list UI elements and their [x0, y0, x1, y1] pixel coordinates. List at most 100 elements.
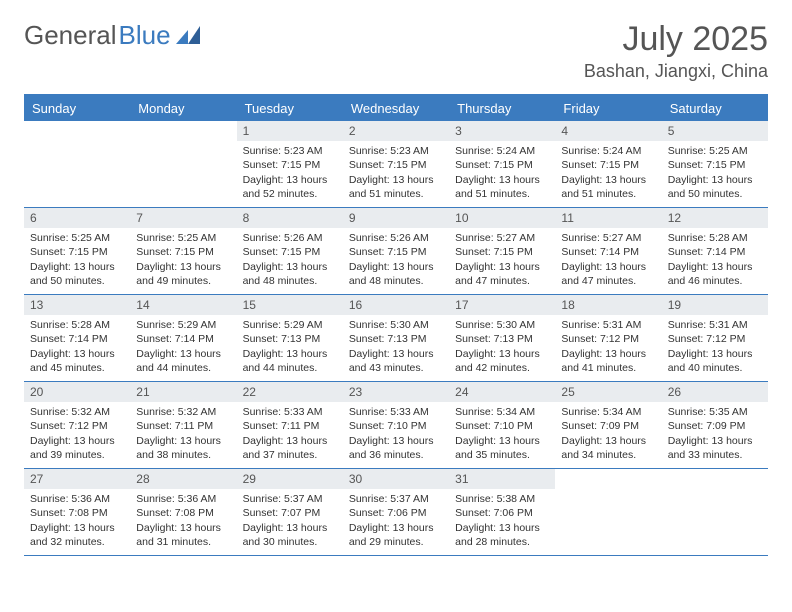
- day-cell: 31 Sunrise: 5:38 AMSunset: 7:06 PMDayligh…: [449, 469, 555, 556]
- day-cell: 13 Sunrise: 5:28 AMSunset: 7:14 PMDayligh…: [24, 295, 130, 382]
- day-info: Sunrise: 5:27 AMSunset: 7:15 PMDaylight:…: [453, 231, 551, 288]
- day-info: Sunrise: 5:38 AMSunset: 7:06 PMDaylight:…: [453, 492, 551, 549]
- day-info: Sunrise: 5:34 AMSunset: 7:10 PMDaylight:…: [453, 405, 551, 462]
- day-cell: 6 Sunrise: 5:25 AMSunset: 7:15 PMDaylight…: [24, 208, 130, 295]
- weekday-header: Friday: [555, 96, 661, 121]
- day-info: Sunrise: 5:28 AMSunset: 7:14 PMDaylight:…: [666, 231, 764, 288]
- day-cell: 3 Sunrise: 5:24 AMSunset: 7:15 PMDaylight…: [449, 121, 555, 208]
- day-info: Sunrise: 5:25 AMSunset: 7:15 PMDaylight:…: [134, 231, 232, 288]
- day-number: 25: [555, 382, 661, 402]
- day-info: Sunrise: 5:28 AMSunset: 7:14 PMDaylight:…: [28, 318, 126, 375]
- day-info: Sunrise: 5:23 AMSunset: 7:15 PMDaylight:…: [347, 144, 445, 201]
- day-cell: 10 Sunrise: 5:27 AMSunset: 7:15 PMDayligh…: [449, 208, 555, 295]
- day-number: 10: [449, 208, 555, 228]
- day-cell: 27 Sunrise: 5:36 AMSunset: 7:08 PMDayligh…: [24, 469, 130, 556]
- day-cell: 14 Sunrise: 5:29 AMSunset: 7:14 PMDayligh…: [130, 295, 236, 382]
- day-number: 19: [662, 295, 768, 315]
- day-info: Sunrise: 5:35 AMSunset: 7:09 PMDaylight:…: [666, 405, 764, 462]
- weekday-header: Saturday: [662, 96, 768, 121]
- day-number: 8: [237, 208, 343, 228]
- day-info: Sunrise: 5:26 AMSunset: 7:15 PMDaylight:…: [241, 231, 339, 288]
- day-info: Sunrise: 5:24 AMSunset: 7:15 PMDaylight:…: [559, 144, 657, 201]
- day-cell: 28Sunrise: 5:36 AMSunset: 7:08 PMDayligh…: [130, 469, 236, 556]
- day-cell: 5 Sunrise: 5:25 AMSunset: 7:15 PMDaylight…: [662, 121, 768, 208]
- day-number: 1: [237, 121, 343, 141]
- day-info: Sunrise: 5:33 AMSunset: 7:11 PMDaylight:…: [241, 405, 339, 462]
- weekday-header: Wednesday: [343, 96, 449, 121]
- day-cell: 1 Sunrise: 5:23 AMSunset: 7:15 PMDaylight…: [237, 121, 343, 208]
- day-cell: 21 Sunrise: 5:32 AMSunset: 7:11 PMDayligh…: [130, 382, 236, 469]
- page-title: July 2025: [584, 20, 768, 59]
- day-info: Sunrise: 5:32 AMSunset: 7:11 PMDaylight:…: [134, 405, 232, 462]
- day-cell: 22 Sunrise: 5:33 AMSunset: 7:11 PMDayligh…: [237, 382, 343, 469]
- day-info: Sunrise: 5:24 AMSunset: 7:15 PMDaylight:…: [453, 144, 551, 201]
- day-info: Sunrise: 5:37 AMSunset: 7:06 PMDaylight:…: [347, 492, 445, 549]
- blank-cell: [24, 121, 130, 208]
- day-number: 31: [449, 469, 555, 489]
- header: GeneralBlue July 2025 Bashan, Jiangxi, C…: [24, 20, 768, 82]
- day-info: Sunrise: 5:27 AMSunset: 7:14 PMDaylight:…: [559, 231, 657, 288]
- day-number: 13: [24, 295, 130, 315]
- day-info: Sunrise: 5:25 AMSunset: 7:15 PMDaylight:…: [28, 231, 126, 288]
- day-number: 6: [24, 208, 130, 228]
- day-info: Sunrise: 5:31 AMSunset: 7:12 PMDaylight:…: [666, 318, 764, 375]
- day-number: 30: [343, 469, 449, 489]
- day-number: 9: [343, 208, 449, 228]
- day-number: 15: [237, 295, 343, 315]
- day-number: 29: [237, 469, 343, 489]
- day-number: 2: [343, 121, 449, 141]
- day-info: Sunrise: 5:36 AMSunset: 7:08 PMDaylight:…: [134, 492, 232, 549]
- day-info: Sunrise: 5:32 AMSunset: 7:12 PMDaylight:…: [28, 405, 126, 462]
- day-info: Sunrise: 5:37 AMSunset: 7:07 PMDaylight:…: [241, 492, 339, 549]
- day-info: Sunrise: 5:26 AMSunset: 7:15 PMDaylight:…: [347, 231, 445, 288]
- blank-cell: [662, 469, 768, 556]
- day-cell: 18Sunrise: 5:31 AMSunset: 7:12 PMDayligh…: [555, 295, 661, 382]
- day-info: Sunrise: 5:34 AMSunset: 7:09 PMDaylight:…: [559, 405, 657, 462]
- day-info: Sunrise: 5:29 AMSunset: 7:14 PMDaylight:…: [134, 318, 232, 375]
- day-number: 24: [449, 382, 555, 402]
- logo-text-1: General: [24, 20, 117, 51]
- day-cell: 2 Sunrise: 5:23 AMSunset: 7:15 PMDaylight…: [343, 121, 449, 208]
- blank-cell: [555, 469, 661, 556]
- day-info: Sunrise: 5:30 AMSunset: 7:13 PMDaylight:…: [453, 318, 551, 375]
- day-cell: 12 Sunrise: 5:28 AMSunset: 7:14 PMDayligh…: [662, 208, 768, 295]
- day-number: 7: [130, 208, 236, 228]
- day-cell: 19 Sunrise: 5:31 AMSunset: 7:12 PMDayligh…: [662, 295, 768, 382]
- day-number: 5: [662, 121, 768, 141]
- day-number: 27: [24, 469, 130, 489]
- day-info: Sunrise: 5:23 AMSunset: 7:15 PMDaylight:…: [241, 144, 339, 201]
- day-cell: 20 Sunrise: 5:32 AMSunset: 7:12 PMDayligh…: [24, 382, 130, 469]
- day-info: Sunrise: 5:31 AMSunset: 7:12 PMDaylight:…: [559, 318, 657, 375]
- location: Bashan, Jiangxi, China: [584, 61, 768, 82]
- day-cell: 4 Sunrise: 5:24 AMSunset: 7:15 PMDaylight…: [555, 121, 661, 208]
- day-number: 16: [343, 295, 449, 315]
- day-info: Sunrise: 5:25 AMSunset: 7:15 PMDaylight:…: [666, 144, 764, 201]
- day-cell: 8 Sunrise: 5:26 AMSunset: 7:15 PMDaylight…: [237, 208, 343, 295]
- weekday-header: Tuesday: [237, 96, 343, 121]
- day-cell: 25 Sunrise: 5:34 AMSunset: 7:09 PMDayligh…: [555, 382, 661, 469]
- weekday-header: Monday: [130, 96, 236, 121]
- day-cell: 11Sunrise: 5:27 AMSunset: 7:14 PMDayligh…: [555, 208, 661, 295]
- day-number: 20: [24, 382, 130, 402]
- day-cell: 15 Sunrise: 5:29 AMSunset: 7:13 PMDayligh…: [237, 295, 343, 382]
- title-block: July 2025 Bashan, Jiangxi, China: [584, 20, 768, 82]
- logo: GeneralBlue: [24, 20, 202, 51]
- calendar-grid: SundayMondayTuesdayWednesdayThursdayFrid…: [24, 94, 768, 556]
- day-number: 12: [662, 208, 768, 228]
- day-info: Sunrise: 5:29 AMSunset: 7:13 PMDaylight:…: [241, 318, 339, 375]
- day-cell: 23Sunrise: 5:33 AMSunset: 7:10 PMDayligh…: [343, 382, 449, 469]
- weekday-header: Sunday: [24, 96, 130, 121]
- day-number: 14: [130, 295, 236, 315]
- day-number: 22: [237, 382, 343, 402]
- weekday-header: Thursday: [449, 96, 555, 121]
- day-info: Sunrise: 5:30 AMSunset: 7:13 PMDaylight:…: [347, 318, 445, 375]
- day-cell: 7 Sunrise: 5:25 AMSunset: 7:15 PMDaylight…: [130, 208, 236, 295]
- day-info: Sunrise: 5:36 AMSunset: 7:08 PMDaylight:…: [28, 492, 126, 549]
- day-number: 4: [555, 121, 661, 141]
- day-number: 3: [449, 121, 555, 141]
- day-cell: 30 Sunrise: 5:37 AMSunset: 7:06 PMDayligh…: [343, 469, 449, 556]
- day-cell: 9 Sunrise: 5:26 AMSunset: 7:15 PMDaylight…: [343, 208, 449, 295]
- day-number: 17: [449, 295, 555, 315]
- day-cell: 17 Sunrise: 5:30 AMSunset: 7:13 PMDayligh…: [449, 295, 555, 382]
- day-number: 21: [130, 382, 236, 402]
